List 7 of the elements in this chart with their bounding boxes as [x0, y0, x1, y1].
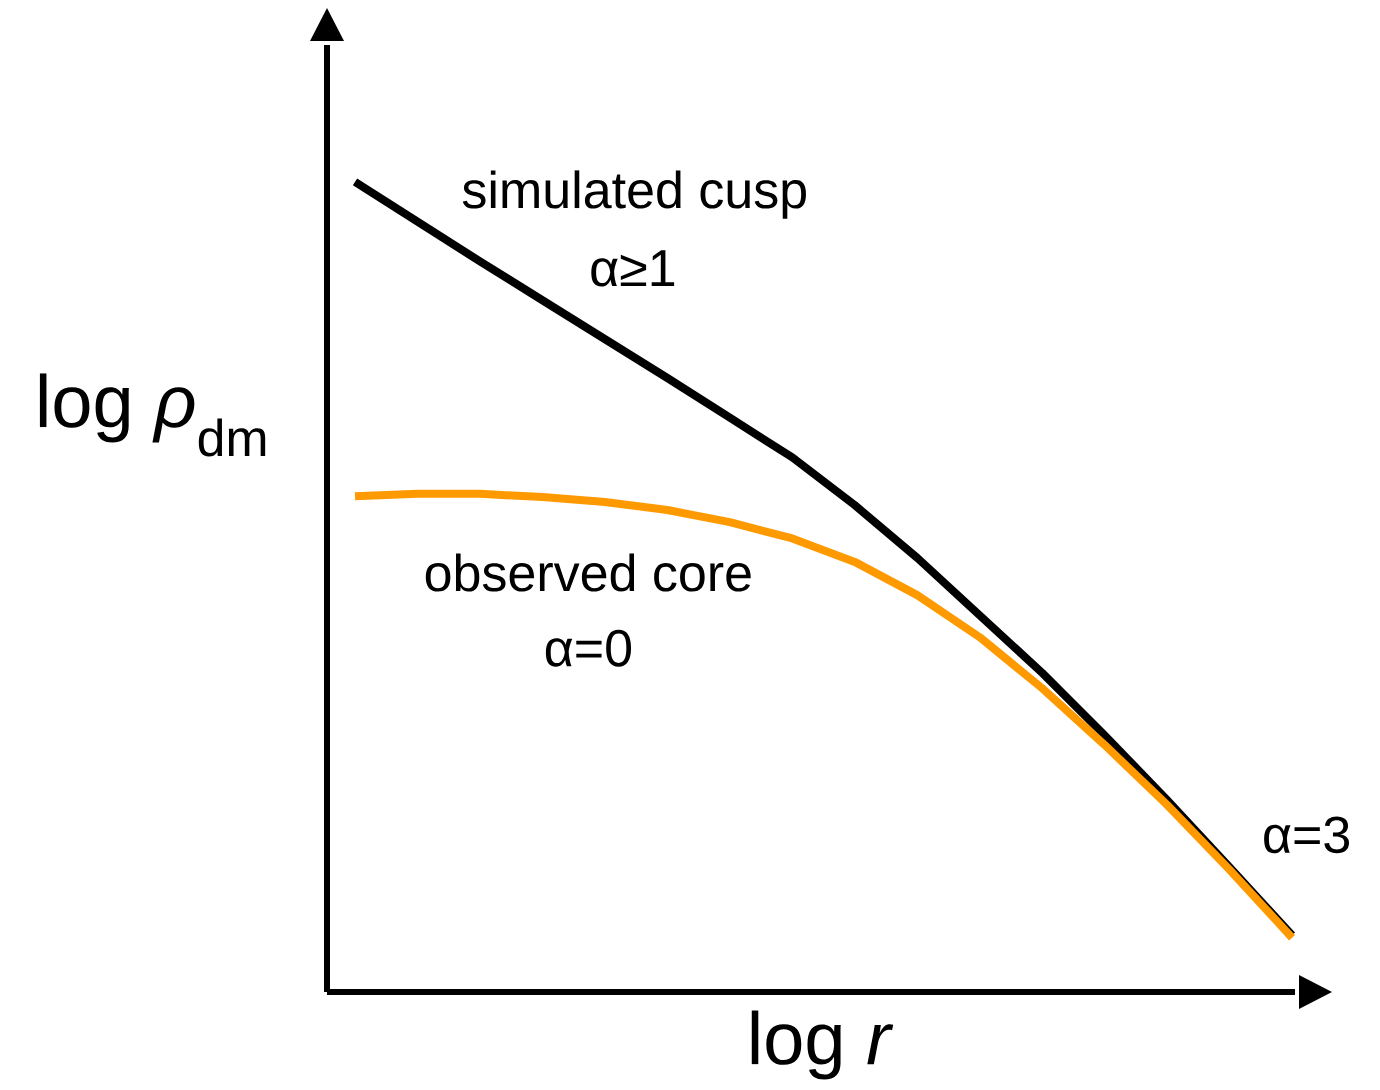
annotation: α=3	[1264, 816, 1350, 854]
annotation: observed core	[425, 553, 751, 592]
y-axis-title: log ρ$_{dm}$	[39, 373, 266, 457]
annotation: simulated cusp	[462, 170, 806, 219]
annotation: α≥1	[591, 250, 675, 287]
annotation: α=0	[545, 629, 632, 667]
x-axis-title: log r	[751, 1010, 894, 1080]
